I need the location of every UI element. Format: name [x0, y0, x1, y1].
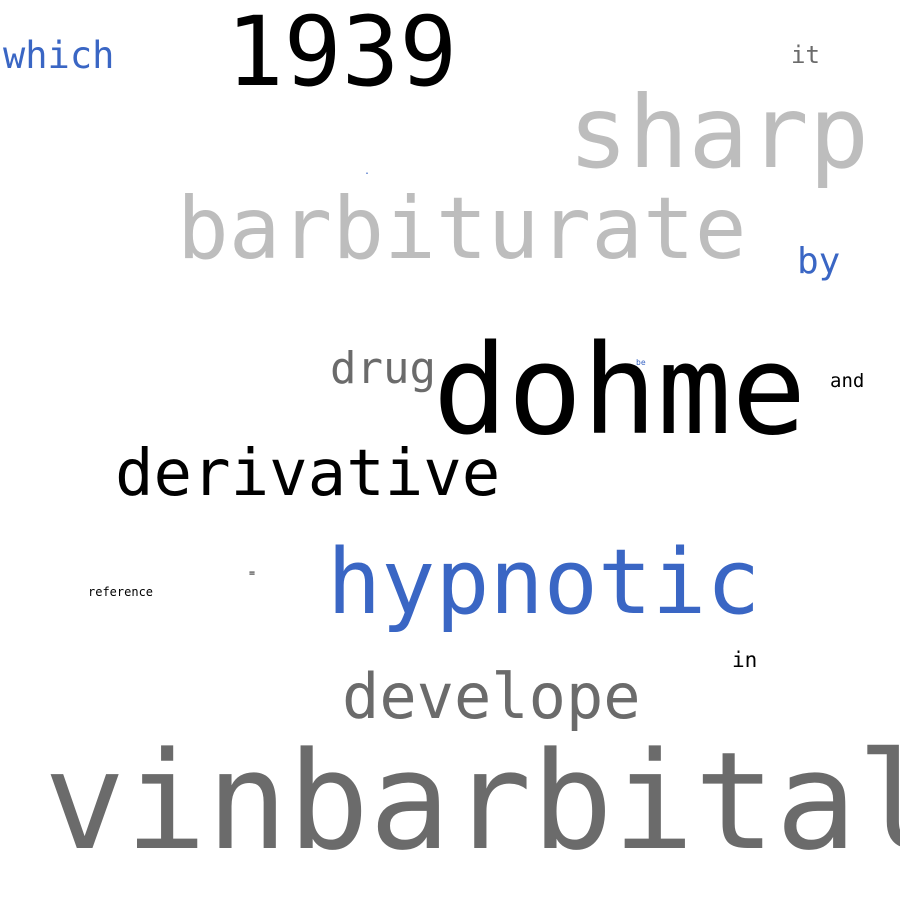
word-it: it [791, 41, 820, 69]
word-drug: drug [330, 343, 436, 394]
word-derivative: derivative [115, 437, 501, 511]
word-hypnotic: hypnotic [327, 530, 761, 635]
word-barbiturate: barbiturate [177, 179, 747, 279]
word-sharp: sharp [568, 74, 870, 191]
word-1939: 1939 [226, 0, 458, 108]
word-vinbarbital: vinbarbital [44, 723, 900, 880]
word-and: and [830, 370, 865, 392]
word-by: by [797, 241, 841, 282]
word-be: be [636, 358, 646, 367]
word-dohme: dohme [433, 319, 807, 463]
word-develope: develope [342, 660, 641, 733]
word-dot: . [364, 166, 371, 177]
word-which: which [3, 34, 115, 77]
word-in: in [732, 648, 758, 672]
word-reference: reference [88, 585, 154, 599]
word-equals: = [249, 568, 256, 579]
